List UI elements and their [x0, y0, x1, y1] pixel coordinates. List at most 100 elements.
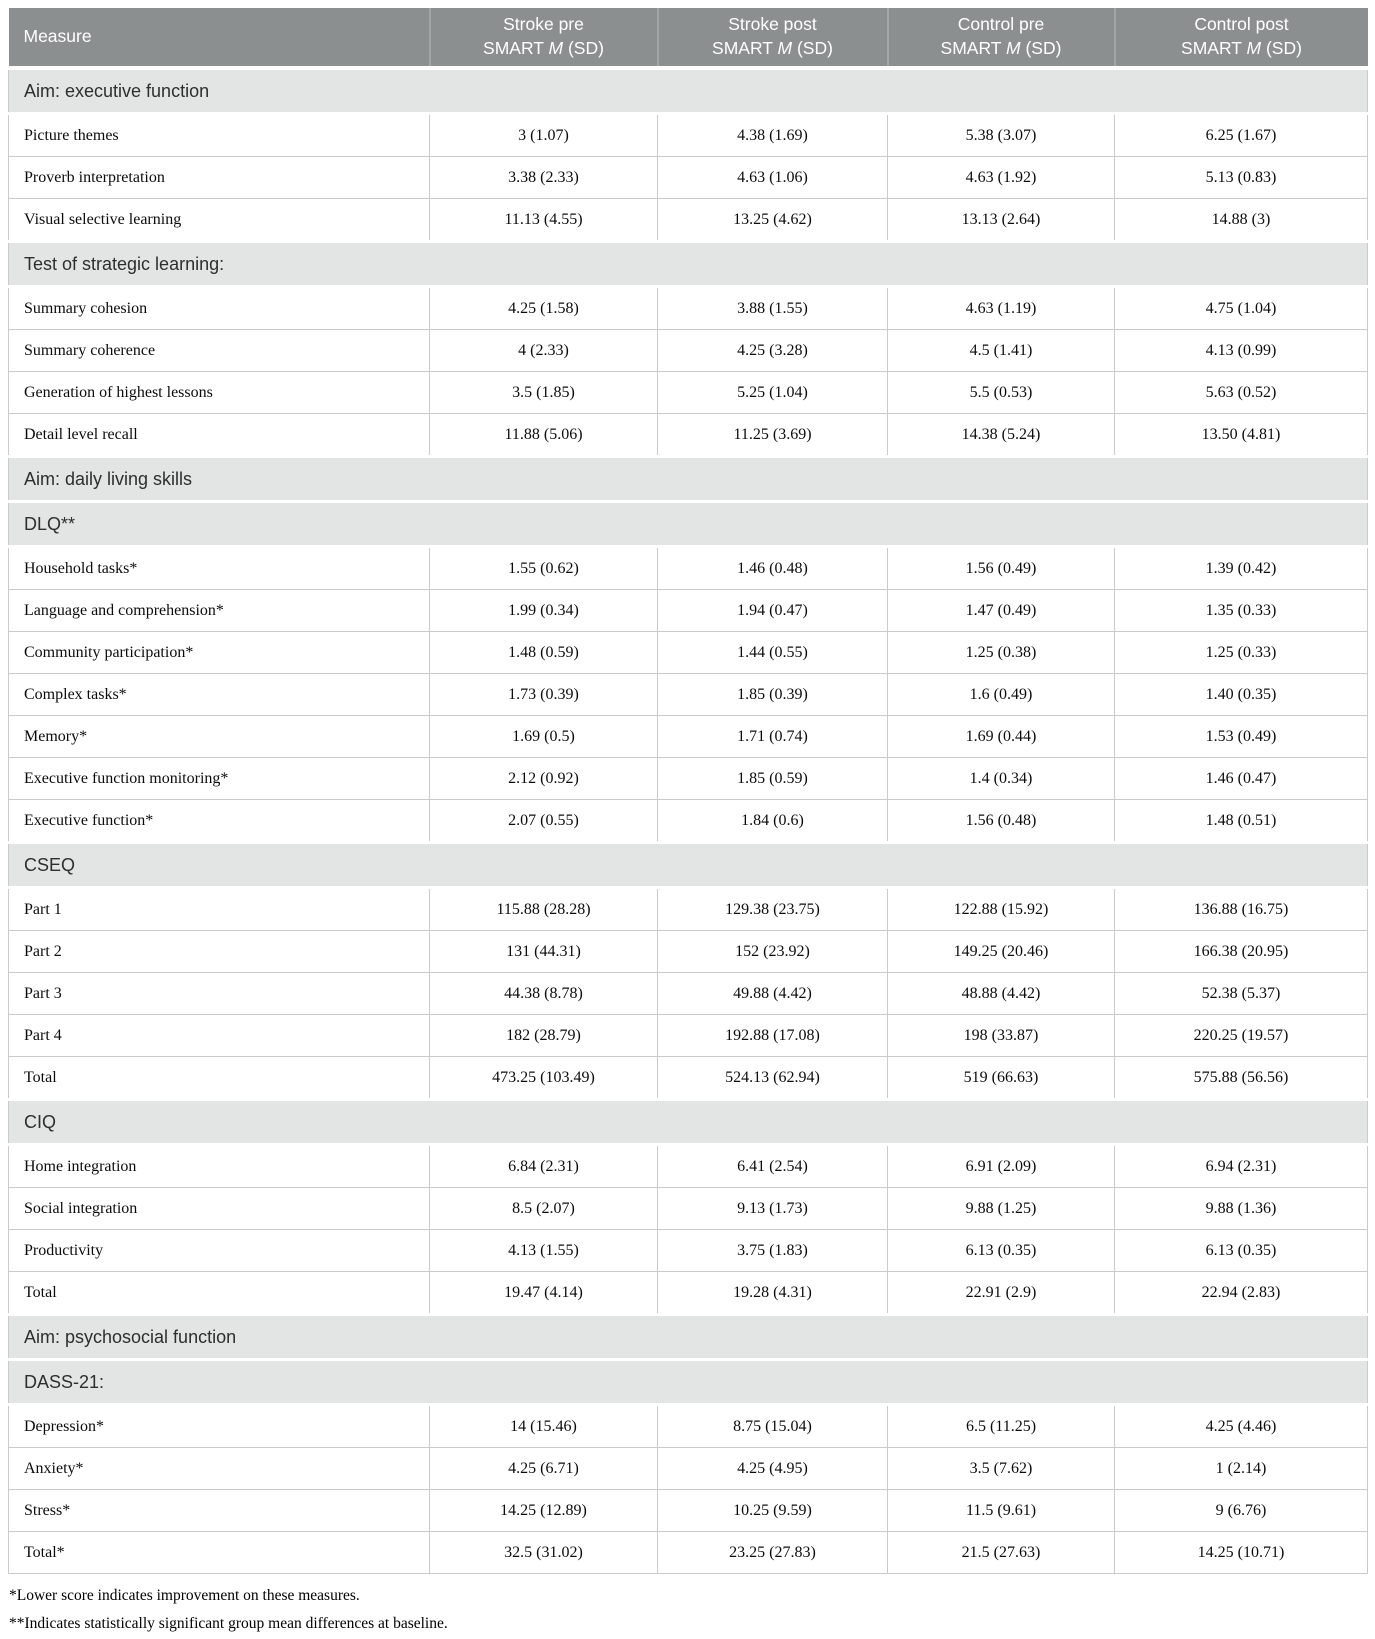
- measure-cell: Summary coherence: [8, 329, 430, 372]
- value-cell: 1.94 (0.47): [657, 589, 888, 632]
- section-label: CSEQ: [8, 841, 1368, 889]
- column-header-stroke-post: Stroke post SMART M (SD): [656, 8, 888, 70]
- value-cell: 23.25 (27.83): [657, 1531, 888, 1574]
- value-cell: 4.25 (4.46): [1114, 1404, 1368, 1448]
- value-cell: 8.75 (15.04): [657, 1404, 888, 1448]
- value-cell: 2.07 (0.55): [429, 799, 658, 843]
- table-row: Picture themes 3 (1.07) 4.38 (1.69) 5.38 (3…: [8, 113, 1368, 157]
- table-row: Summary cohesion 4.25 (1.58) 3.88 (1.55) 4.…: [8, 286, 1368, 330]
- value-cell: 3.38 (2.33): [429, 156, 658, 199]
- value-cell: 136.88 (16.75): [1114, 887, 1368, 931]
- measure-cell: Proverb interpretation: [8, 156, 430, 199]
- value-cell: 1.48 (0.51): [1114, 799, 1368, 843]
- table-row: Complex tasks* 1.73 (0.39) 1.85 (0.39) 1.6 …: [8, 673, 1368, 716]
- section-row: Aim: daily living skills: [8, 455, 1368, 503]
- value-cell: 4.25 (4.95): [657, 1447, 888, 1490]
- value-cell: 6.13 (0.35): [887, 1229, 1115, 1272]
- value-cell: 575.88 (56.56): [1114, 1056, 1368, 1100]
- value-cell: 1.84 (0.6): [657, 799, 888, 843]
- table-row: Depression* 14 (15.46) 8.75 (15.04) 6.5 (11…: [8, 1404, 1368, 1448]
- value-cell: 11.88 (5.06): [429, 413, 658, 457]
- value-cell: 131 (44.31): [429, 930, 658, 973]
- measure-cell: Language and comprehension*: [8, 589, 430, 632]
- value-cell: 1.44 (0.55): [657, 631, 888, 674]
- value-cell: 4.38 (1.69): [657, 113, 888, 157]
- measure-cell: Productivity: [8, 1229, 430, 1272]
- value-cell: 1.40 (0.35): [1114, 673, 1368, 716]
- value-cell: 4.5 (1.41): [887, 329, 1115, 372]
- value-cell: 166.38 (20.95): [1114, 930, 1368, 973]
- column-header-control-pre: Control pre SMART M (SD): [886, 8, 1115, 70]
- measure-cell: Part 1: [8, 887, 430, 931]
- measure-cell: Executive function*: [8, 799, 430, 843]
- section-label: DASS-21:: [8, 1358, 1368, 1406]
- table-row: Part 3 44.38 (8.78) 49.88 (4.42) 48.88 (4.4…: [8, 972, 1368, 1015]
- value-cell: 6.5 (11.25): [887, 1404, 1115, 1448]
- measure-cell: Household tasks*: [8, 546, 430, 590]
- value-cell: 1.25 (0.33): [1114, 631, 1368, 674]
- section-row: CSEQ: [8, 841, 1368, 889]
- value-cell: 1.56 (0.49): [887, 546, 1115, 590]
- value-cell: 1.48 (0.59): [429, 631, 658, 674]
- table-row: Visual selective learning 11.13 (4.55) 13.…: [8, 198, 1368, 242]
- value-cell: 4.13 (1.55): [429, 1229, 658, 1272]
- section-row: Aim: executive function: [8, 66, 1368, 115]
- measure-cell: Community participation*: [8, 631, 430, 674]
- value-cell: 1.85 (0.59): [657, 757, 888, 800]
- value-cell: 2.12 (0.92): [429, 757, 658, 800]
- column-header-line1: Control pre: [957, 14, 1045, 35]
- value-cell: 14.25 (12.89): [429, 1489, 658, 1532]
- section-label: DLQ**: [8, 500, 1368, 548]
- measure-cell: Total: [8, 1271, 430, 1315]
- value-cell: 8.5 (2.07): [429, 1187, 658, 1230]
- column-header-line1: Stroke post: [728, 14, 817, 35]
- table-row: Generation of highest lessons 3.5 (1.85) 5…: [8, 371, 1368, 414]
- value-cell: 21.5 (27.63): [887, 1531, 1115, 1574]
- value-cell: 524.13 (62.94): [657, 1056, 888, 1100]
- table-row: Executive function monitoring* 2.12 (0.92…: [8, 757, 1368, 800]
- value-cell: 10.25 (9.59): [657, 1489, 888, 1532]
- value-cell: 5.13 (0.83): [1114, 156, 1368, 199]
- value-cell: 220.25 (19.57): [1114, 1014, 1368, 1057]
- value-cell: 1.73 (0.39): [429, 673, 658, 716]
- table-row: Total* 32.5 (31.02) 23.25 (27.83) 21.5 (27.…: [8, 1531, 1368, 1574]
- value-cell: 9 (6.76): [1114, 1489, 1368, 1532]
- measure-cell: Complex tasks*: [8, 673, 430, 716]
- value-cell: 1.39 (0.42): [1114, 546, 1368, 590]
- value-cell: 6.25 (1.67): [1114, 113, 1368, 157]
- value-cell: 4.25 (1.58): [429, 286, 658, 330]
- value-cell: 14.38 (5.24): [887, 413, 1115, 457]
- value-cell: 9.88 (1.25): [887, 1187, 1115, 1230]
- value-cell: 44.38 (8.78): [429, 972, 658, 1015]
- value-cell: 19.47 (4.14): [429, 1271, 658, 1315]
- value-cell: 3.5 (1.85): [429, 371, 658, 414]
- value-cell: 5.63 (0.52): [1114, 371, 1368, 414]
- value-cell: 4.63 (1.06): [657, 156, 888, 199]
- value-cell: 519 (66.63): [887, 1056, 1115, 1100]
- section-label: Aim: psychosocial function: [8, 1313, 1368, 1361]
- table-row: Productivity 4.13 (1.55) 3.75 (1.83) 6.13 (…: [8, 1229, 1368, 1272]
- value-cell: 473.25 (103.49): [429, 1056, 658, 1100]
- section-row: Aim: psychosocial function: [8, 1313, 1368, 1361]
- value-cell: 4.63 (1.92): [887, 156, 1115, 199]
- value-cell: 122.88 (15.92): [887, 887, 1115, 931]
- measure-cell: Part 2: [8, 930, 430, 973]
- value-cell: 6.41 (2.54): [657, 1144, 888, 1188]
- value-cell: 6.94 (2.31): [1114, 1144, 1368, 1188]
- value-cell: 3 (1.07): [429, 113, 658, 157]
- value-cell: 6.91 (2.09): [887, 1144, 1115, 1188]
- value-cell: 11.5 (9.61): [887, 1489, 1115, 1532]
- footnotes: *Lower score indicates improvement on th…: [8, 1586, 1367, 1634]
- measure-cell: Memory*: [8, 715, 430, 758]
- value-cell: 13.25 (4.62): [657, 198, 888, 242]
- table-row: Home integration 6.84 (2.31) 6.41 (2.54) 6.…: [8, 1144, 1368, 1188]
- value-cell: 6.13 (0.35): [1114, 1229, 1368, 1272]
- value-cell: 4 (2.33): [429, 329, 658, 372]
- value-cell: 1.69 (0.44): [887, 715, 1115, 758]
- table-row: Social integration 8.5 (2.07) 9.13 (1.73) 9…: [8, 1187, 1368, 1230]
- table-row: Total 473.25 (103.49) 524.13 (62.94) 519 (6…: [8, 1056, 1368, 1100]
- column-header-line1: Control post: [1194, 14, 1289, 35]
- table-row: Proverb interpretation 3.38 (2.33) 4.63 (1…: [8, 156, 1368, 199]
- section-label: Aim: daily living skills: [8, 455, 1368, 503]
- measure-cell: Stress*: [8, 1489, 430, 1532]
